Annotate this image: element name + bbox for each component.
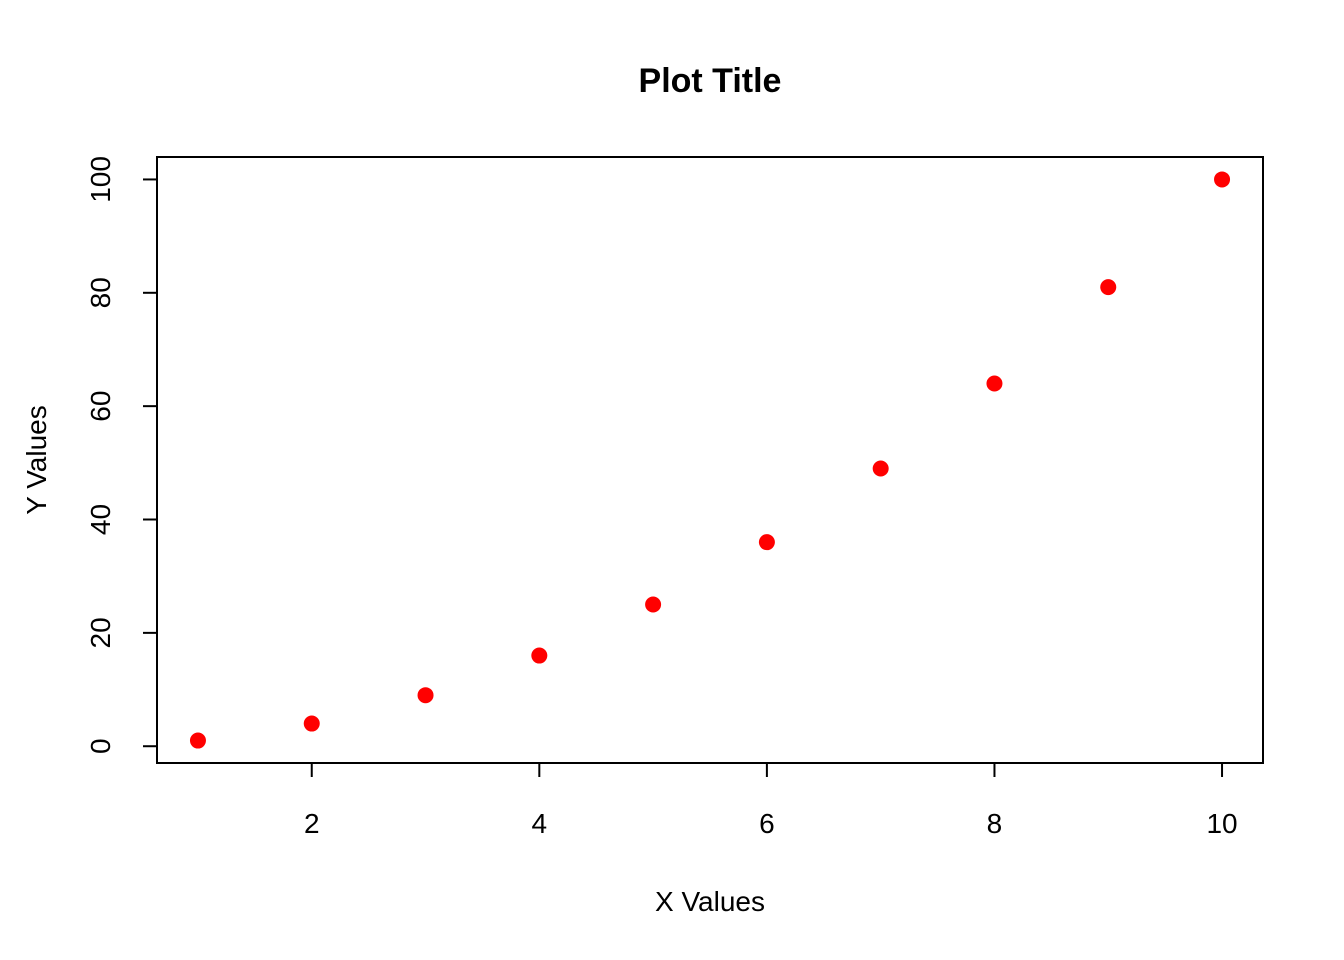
x-tick-label: 8 [987, 808, 1003, 839]
y-tick-label: 100 [85, 156, 116, 203]
data-point [986, 375, 1003, 392]
chart-title: Plot Title [639, 62, 782, 100]
data-points [189, 171, 1231, 749]
y-tick-label: 40 [85, 504, 116, 535]
data-point [417, 687, 434, 704]
data-point [758, 534, 775, 551]
data-point [872, 460, 889, 477]
data-point [1100, 279, 1117, 296]
x-axis-label: X Values [655, 886, 765, 917]
data-point [303, 715, 320, 732]
x-tick-label: 2 [304, 808, 320, 839]
y-tick-label: 20 [85, 617, 116, 648]
x-tick-label: 6 [759, 808, 775, 839]
x-axis: 2 4 6 8 10 [304, 762, 1238, 839]
data-point [645, 596, 662, 613]
y-tick-label: 60 [85, 391, 116, 422]
y-tick-label: 80 [85, 277, 116, 308]
data-point [1214, 171, 1231, 188]
data-point [189, 732, 206, 749]
x-tick-label: 10 [1206, 808, 1237, 839]
plot-frame [156, 156, 1264, 764]
x-tick-label: 4 [532, 808, 548, 839]
y-axis: 0 20 40 60 80 100 [85, 156, 157, 754]
y-tick-label: 0 [85, 738, 116, 754]
y-axis-label: Y Values [21, 405, 52, 514]
data-point [531, 647, 548, 664]
